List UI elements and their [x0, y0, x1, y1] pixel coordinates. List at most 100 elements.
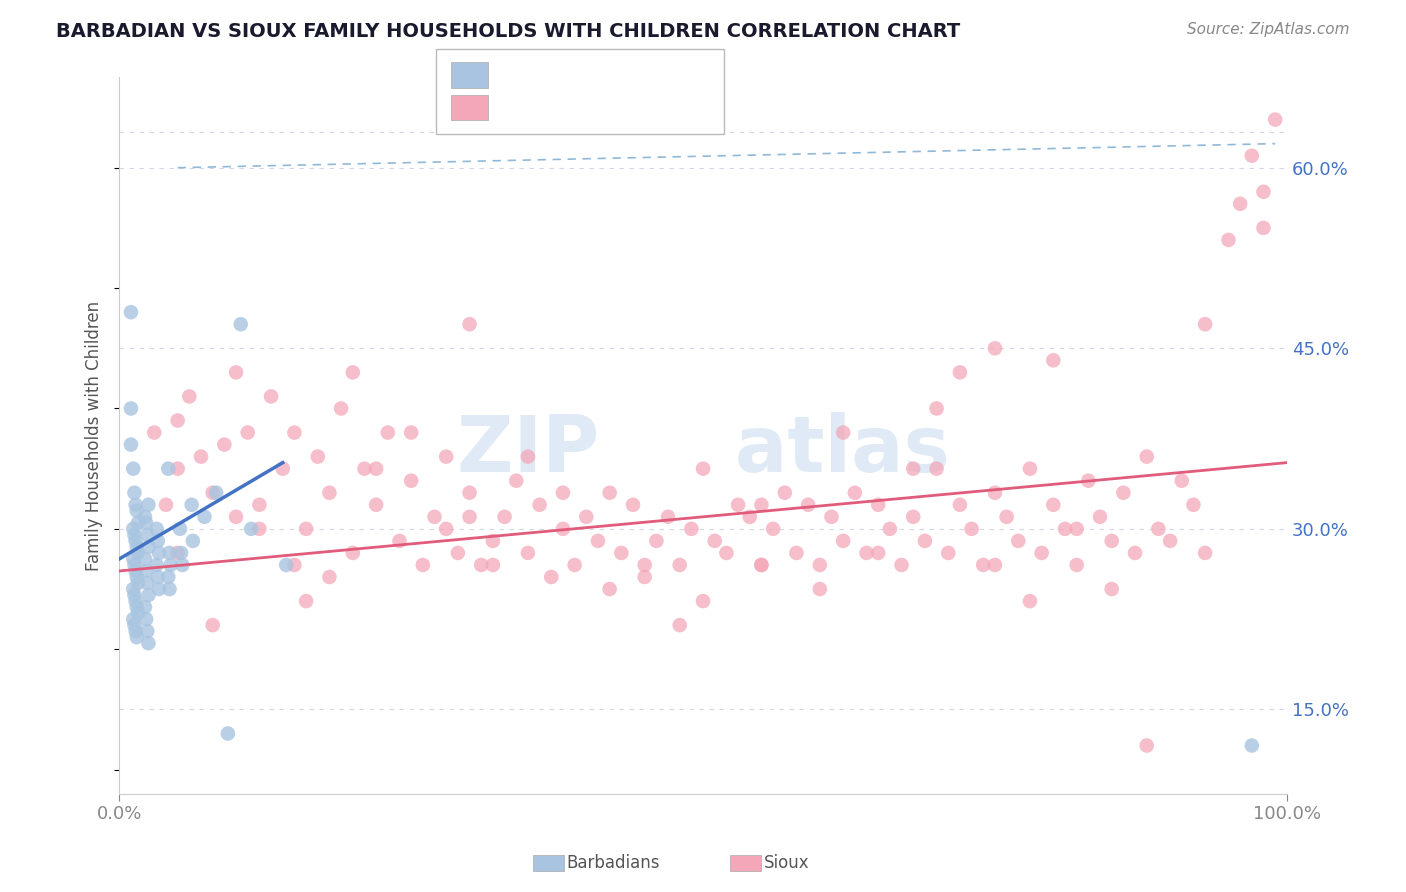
Point	[879, 522, 901, 536]
Point	[143, 425, 166, 440]
Point	[125, 540, 148, 554]
Point	[516, 450, 538, 464]
Point	[1229, 197, 1251, 211]
Point	[634, 558, 657, 572]
Point	[1053, 522, 1076, 536]
Point	[169, 522, 191, 536]
Point	[124, 485, 146, 500]
Point	[610, 546, 633, 560]
Text: Source: ZipAtlas.com: Source: ZipAtlas.com	[1187, 22, 1350, 37]
Point	[1253, 185, 1275, 199]
Point	[166, 413, 188, 427]
Point	[458, 509, 481, 524]
Point	[157, 570, 180, 584]
Point	[229, 317, 252, 331]
Point	[124, 498, 146, 512]
Point	[727, 498, 749, 512]
Point	[295, 594, 318, 608]
Point	[470, 558, 492, 572]
Text: BARBADIAN VS SIOUX FAMILY HOUSEHOLDS WITH CHILDREN CORRELATION CHART: BARBADIAN VS SIOUX FAMILY HOUSEHOLDS WIT…	[56, 22, 960, 41]
Point	[166, 546, 188, 560]
Point	[148, 582, 170, 596]
Point	[645, 533, 668, 548]
Point	[146, 533, 169, 548]
Point	[205, 485, 228, 500]
Point	[190, 450, 212, 464]
Point	[124, 594, 146, 608]
Point	[122, 552, 145, 566]
Point	[122, 582, 145, 596]
Point	[136, 528, 159, 542]
Point	[751, 498, 773, 512]
Point	[668, 618, 690, 632]
Point	[193, 509, 215, 524]
Point	[236, 425, 259, 440]
Point	[458, 485, 481, 500]
Point	[458, 317, 481, 331]
Point	[808, 582, 831, 596]
Point	[124, 624, 146, 639]
Point	[159, 582, 181, 596]
Point	[134, 509, 156, 524]
Point	[914, 533, 936, 548]
Point	[122, 461, 145, 475]
Point	[135, 564, 157, 578]
Point	[447, 546, 470, 560]
Point	[529, 498, 551, 512]
Point	[318, 570, 340, 584]
Point	[890, 558, 912, 572]
Point	[434, 450, 457, 464]
Point	[366, 461, 388, 475]
Point	[808, 558, 831, 572]
Point	[984, 341, 1007, 355]
Point	[1077, 474, 1099, 488]
Point	[960, 522, 983, 536]
Point	[575, 509, 598, 524]
Point	[127, 606, 149, 620]
Text: R =  0.341    N = 130: R = 0.341 N = 130	[494, 96, 703, 114]
Point	[516, 546, 538, 560]
Point	[122, 522, 145, 536]
Point	[692, 461, 714, 475]
Point	[762, 522, 785, 536]
Point	[1088, 509, 1111, 524]
Point	[738, 509, 761, 524]
Point	[1123, 546, 1146, 560]
Point	[138, 498, 160, 512]
Point	[276, 558, 298, 572]
Text: R = 0.097    N =  63: R = 0.097 N = 63	[494, 64, 690, 82]
Point	[751, 558, 773, 572]
Point	[124, 564, 146, 578]
Point	[1101, 533, 1123, 548]
Point	[832, 533, 855, 548]
Point	[295, 522, 318, 536]
Point	[1218, 233, 1240, 247]
Point	[145, 558, 167, 572]
Point	[120, 401, 142, 416]
Point	[903, 509, 925, 524]
Point	[120, 437, 142, 451]
Point	[283, 425, 305, 440]
Point	[1019, 461, 1042, 475]
Point	[1019, 594, 1042, 608]
Point	[399, 425, 422, 440]
Point	[634, 570, 657, 584]
Point	[551, 522, 574, 536]
Point	[797, 498, 820, 512]
Point	[148, 546, 170, 560]
Point	[138, 588, 160, 602]
Point	[180, 498, 202, 512]
Text: ZIP     atlas: ZIP atlas	[457, 412, 949, 488]
Point	[1136, 450, 1159, 464]
Point	[412, 558, 434, 572]
Point	[377, 425, 399, 440]
Point	[399, 474, 422, 488]
Point	[681, 522, 703, 536]
Point	[692, 594, 714, 608]
Point	[120, 305, 142, 319]
Point	[716, 546, 738, 560]
Point	[936, 546, 959, 560]
Point	[247, 522, 270, 536]
Point	[122, 612, 145, 626]
Point	[1253, 221, 1275, 235]
